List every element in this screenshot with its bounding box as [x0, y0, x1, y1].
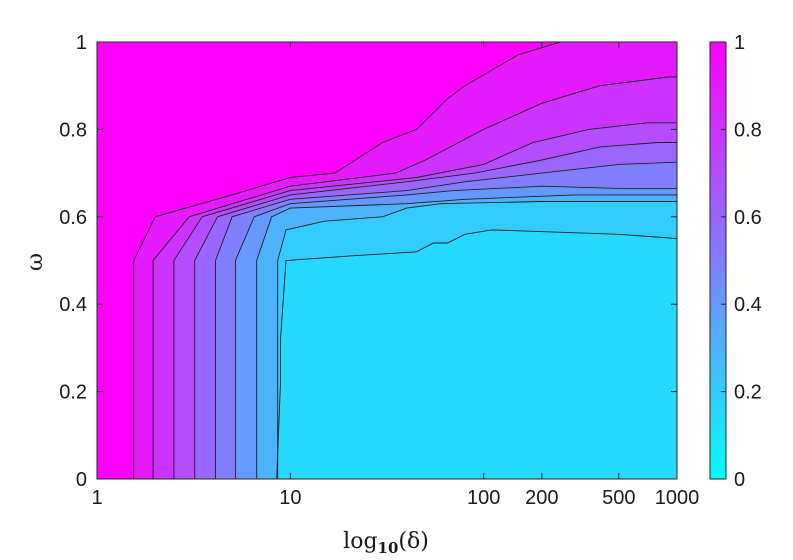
x-tick-label: 200: [525, 487, 558, 509]
contour-line-4: [194, 142, 677, 479]
colorbar-tick-label: 0: [734, 469, 745, 491]
contour-line-3: [173, 122, 677, 479]
colorbar-gradient: [709, 41, 727, 480]
y-tick-label: 0: [76, 469, 87, 491]
contour-line-7: [256, 194, 677, 479]
x-tick-label: 1: [91, 487, 102, 509]
contour-line-9: [276, 229, 677, 479]
y-tick-label: 1: [76, 32, 87, 54]
y-axis-ticks: 0 0.2 0.4 0.6 0.8 1: [59, 32, 677, 491]
plot-area: 1 10 100 200 500 1000 0 0.2 0.4 0.6 0.8 1: [59, 32, 699, 509]
plot-frame: [96, 41, 678, 480]
y-tick-label: 0.8: [59, 119, 87, 141]
contour-fills: [133, 42, 677, 479]
x-tick-label: 10: [279, 487, 301, 509]
y-tick-label: 0.2: [59, 382, 87, 404]
colorbar-tick-label: 0.6: [734, 207, 762, 229]
contour-region-9: [276, 229, 677, 479]
x-tick-label: 100: [467, 487, 500, 509]
x-axis-label: log10(δ): [343, 529, 429, 557]
contour-line-1: [133, 42, 561, 479]
colorbar-tick-label: 0.8: [734, 119, 762, 141]
y-tick-label: 0.4: [59, 294, 87, 316]
contour-line-2: [152, 76, 677, 479]
y-tick-label: 0.6: [59, 207, 87, 229]
contour-line-8: [277, 201, 677, 479]
colorbar-tick-label: 1: [734, 32, 745, 54]
contour-lines: [133, 42, 677, 479]
contour-line-5: [215, 161, 677, 479]
y-axis-label: ω: [23, 253, 48, 271]
x-tick-label: 500: [602, 487, 635, 509]
colorbar: 0 0.2 0.4 0.6 0.8 1: [709, 32, 762, 491]
colorbar-tick-label: 0.4: [734, 294, 762, 316]
x-axis-ticks: 1 10 100 200 500 1000: [91, 42, 699, 509]
contour-line-6: [234, 185, 677, 479]
colorbar-tick-label: 0.2: [734, 382, 762, 404]
colorbar-ticks: 0 0.2 0.4 0.6 0.8 1: [721, 32, 762, 491]
x-tick-label: 1000: [655, 487, 700, 509]
